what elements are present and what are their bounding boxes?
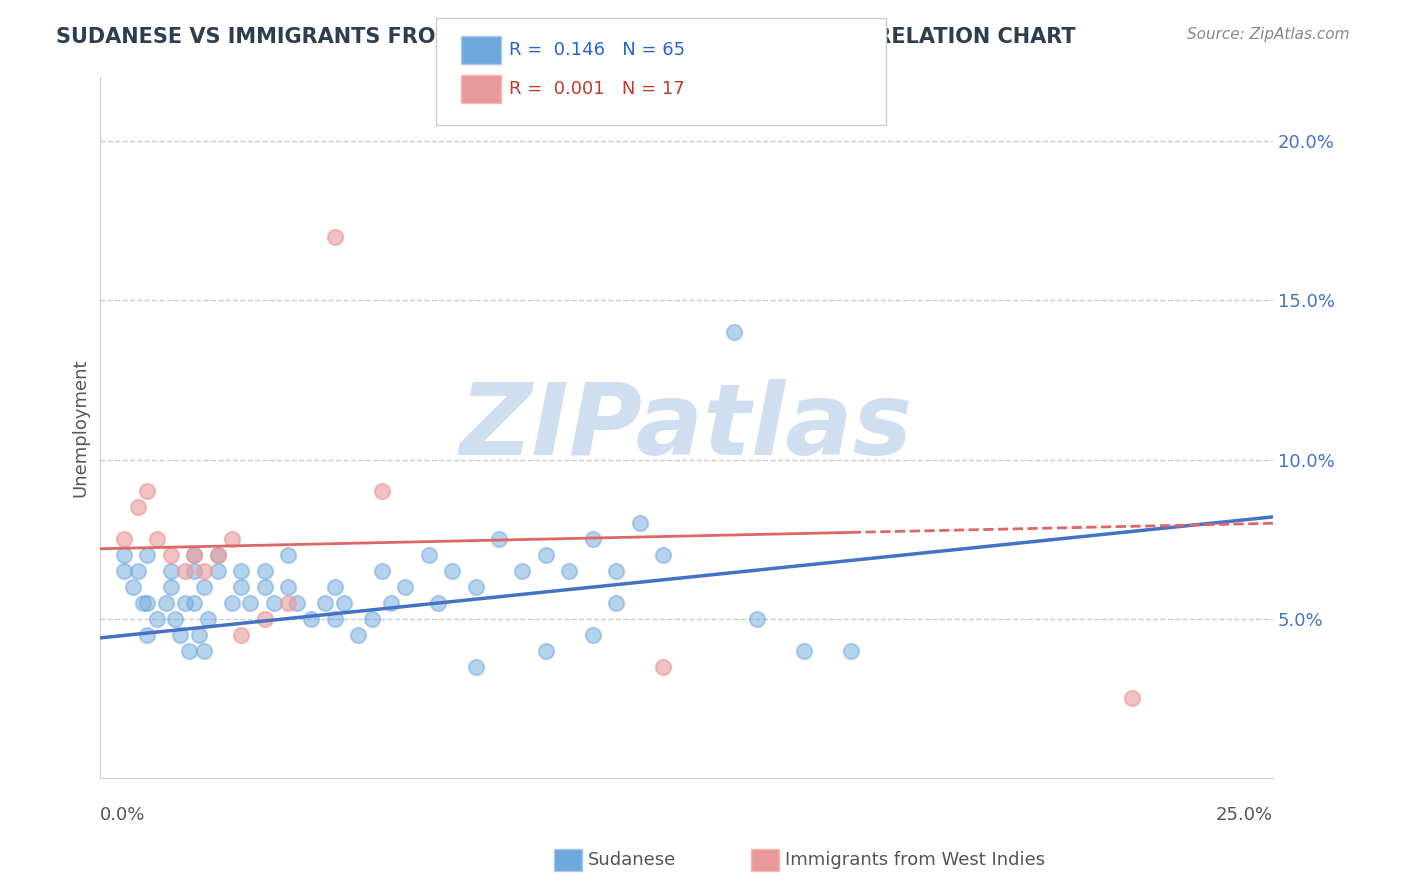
Point	[652, 659, 675, 673]
Point	[253, 580, 276, 594]
Point	[193, 580, 215, 594]
Point	[380, 596, 402, 610]
Point	[745, 612, 768, 626]
Point	[323, 580, 346, 594]
Text: 25.0%: 25.0%	[1216, 806, 1272, 824]
Point	[323, 612, 346, 626]
Point	[534, 548, 557, 562]
Point	[159, 580, 181, 594]
Point	[239, 596, 262, 610]
Point	[229, 628, 252, 642]
Point	[371, 484, 394, 499]
Point	[347, 628, 370, 642]
Point	[221, 596, 243, 610]
Point	[112, 532, 135, 546]
Point	[441, 564, 464, 578]
Point	[253, 612, 276, 626]
Point	[558, 564, 581, 578]
Point	[464, 659, 486, 673]
Point	[207, 564, 229, 578]
Point	[512, 564, 534, 578]
Point	[582, 532, 605, 546]
Point	[652, 548, 675, 562]
Point	[131, 596, 153, 610]
Point	[207, 548, 229, 562]
Point	[112, 564, 135, 578]
Point	[183, 596, 205, 610]
Point	[165, 612, 187, 626]
Point	[534, 643, 557, 657]
Point	[371, 564, 394, 578]
Point	[136, 548, 159, 562]
Point	[464, 580, 486, 594]
Point	[207, 548, 229, 562]
Point	[314, 596, 336, 610]
Point	[169, 628, 191, 642]
Point	[159, 548, 181, 562]
Point	[197, 612, 219, 626]
Point	[127, 500, 149, 515]
Point	[723, 325, 745, 339]
Point	[839, 643, 862, 657]
Text: ZIPatlas: ZIPatlas	[460, 379, 912, 476]
Text: Immigrants from West Indies: Immigrants from West Indies	[785, 851, 1045, 869]
Point	[582, 628, 605, 642]
Point	[285, 596, 308, 610]
Point	[127, 564, 149, 578]
Text: 0.0%: 0.0%	[100, 806, 146, 824]
Point	[277, 548, 299, 562]
Point	[159, 564, 181, 578]
Point	[229, 580, 252, 594]
Point	[1121, 691, 1143, 706]
Point	[155, 596, 177, 610]
Point	[179, 643, 201, 657]
Point	[187, 628, 209, 642]
Point	[253, 564, 276, 578]
Point	[183, 564, 205, 578]
Point	[361, 612, 384, 626]
Point	[488, 532, 510, 546]
Point	[605, 564, 627, 578]
Point	[333, 596, 356, 610]
Point	[193, 643, 215, 657]
Point	[427, 596, 450, 610]
Point	[628, 516, 651, 531]
Point	[263, 596, 285, 610]
Point	[183, 548, 205, 562]
Point	[193, 564, 215, 578]
Point	[173, 564, 195, 578]
Point	[793, 643, 815, 657]
Y-axis label: Unemployment: Unemployment	[72, 359, 89, 497]
Point	[323, 229, 346, 244]
Point	[394, 580, 416, 594]
Point	[112, 548, 135, 562]
Point	[173, 596, 195, 610]
Point	[136, 628, 159, 642]
Point	[418, 548, 440, 562]
Point	[145, 532, 167, 546]
Point	[229, 564, 252, 578]
Text: R =  0.001   N = 17: R = 0.001 N = 17	[509, 80, 685, 98]
Point	[145, 612, 167, 626]
Point	[136, 484, 159, 499]
Point	[221, 532, 243, 546]
Point	[122, 580, 145, 594]
Text: Source: ZipAtlas.com: Source: ZipAtlas.com	[1187, 27, 1350, 42]
Point	[136, 596, 159, 610]
Text: R =  0.146   N = 65: R = 0.146 N = 65	[509, 41, 685, 59]
Text: Sudanese: Sudanese	[588, 851, 676, 869]
Point	[605, 596, 627, 610]
Point	[183, 548, 205, 562]
Point	[299, 612, 322, 626]
Point	[277, 580, 299, 594]
Text: SUDANESE VS IMMIGRANTS FROM WEST INDIES UNEMPLOYMENT CORRELATION CHART: SUDANESE VS IMMIGRANTS FROM WEST INDIES …	[56, 27, 1076, 46]
Point	[277, 596, 299, 610]
